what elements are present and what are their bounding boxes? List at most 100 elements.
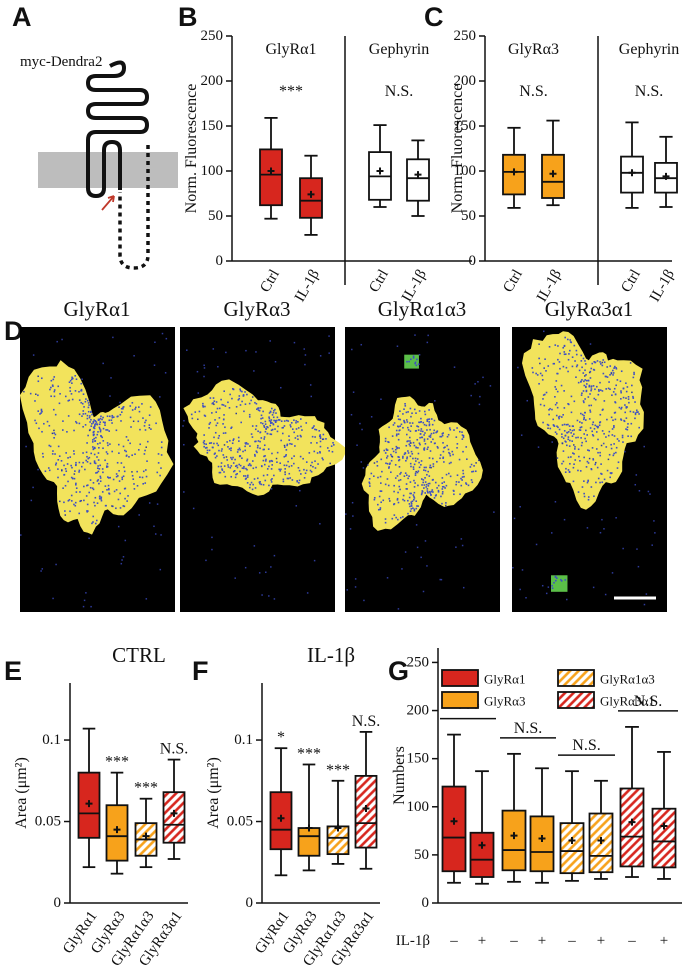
y-tick-label: 150	[201, 118, 224, 134]
localization	[67, 457, 69, 459]
localization	[108, 492, 110, 495]
localization	[440, 495, 442, 498]
localization	[616, 438, 619, 440]
localization	[305, 422, 308, 424]
localization	[409, 445, 412, 447]
background-dot	[119, 401, 121, 404]
localization	[583, 384, 586, 387]
localization	[293, 419, 295, 422]
localization	[262, 459, 265, 462]
background-dot	[293, 341, 296, 344]
localization	[120, 420, 122, 422]
localization	[297, 438, 299, 441]
localization	[424, 469, 427, 472]
localization	[397, 438, 400, 441]
localization	[221, 469, 224, 471]
box	[529, 815, 555, 873]
localization	[581, 366, 583, 369]
legend-label: GlyRα3	[484, 694, 525, 709]
localization	[264, 455, 266, 457]
image-title: GlyRα3α1	[545, 297, 634, 321]
localization	[226, 441, 228, 443]
localization	[421, 430, 424, 433]
localization	[131, 409, 134, 411]
localization	[598, 424, 601, 427]
localization	[230, 465, 233, 467]
localization	[256, 408, 258, 411]
localization	[232, 388, 235, 391]
image-title: GlyRα1	[63, 297, 130, 321]
localization	[276, 416, 279, 419]
background-dot	[283, 444, 286, 447]
background-dot	[82, 605, 85, 608]
localization	[268, 419, 271, 422]
localization	[415, 507, 418, 510]
localization	[216, 455, 218, 457]
localization	[415, 412, 417, 414]
localization	[446, 444, 448, 447]
localization	[554, 403, 557, 406]
localization	[603, 478, 606, 481]
localization	[125, 450, 127, 453]
localization	[99, 417, 102, 420]
localization	[291, 428, 294, 430]
localization	[66, 431, 68, 433]
localization	[208, 423, 211, 425]
localization	[70, 378, 73, 381]
localization	[402, 516, 404, 518]
localization	[411, 412, 413, 415]
background-dot	[415, 470, 417, 473]
localization	[281, 427, 284, 429]
localization	[535, 372, 537, 375]
mean-marker	[277, 814, 285, 822]
localization	[595, 448, 598, 450]
localization	[247, 474, 249, 477]
localization	[624, 411, 627, 414]
localization	[564, 471, 567, 473]
background-dot	[313, 559, 316, 562]
localization	[112, 505, 114, 508]
localization	[63, 464, 65, 467]
localization	[52, 408, 55, 411]
localization	[449, 428, 452, 431]
y-axis-label: Numbers	[391, 746, 408, 805]
localization	[53, 376, 56, 378]
localization	[73, 453, 75, 455]
localization	[121, 476, 123, 479]
localization	[399, 479, 402, 481]
background-dot	[360, 461, 363, 463]
localization	[566, 338, 569, 341]
localization	[269, 424, 272, 427]
localization	[212, 402, 214, 404]
localization	[390, 453, 392, 456]
localization	[595, 481, 597, 484]
localization	[632, 376, 635, 379]
localization	[407, 429, 410, 431]
localization	[108, 488, 110, 491]
localization	[581, 413, 584, 416]
background-dot	[386, 577, 389, 579]
localization	[97, 418, 100, 421]
localization	[107, 484, 110, 487]
localization	[270, 468, 273, 470]
localization	[71, 477, 74, 480]
mean-marker	[510, 832, 518, 840]
localization	[129, 442, 131, 445]
localization	[293, 431, 295, 434]
localization	[83, 499, 85, 502]
localization	[584, 379, 587, 381]
localization	[563, 430, 566, 432]
localization	[395, 451, 397, 454]
localization	[313, 450, 316, 453]
localization	[69, 456, 72, 458]
localization	[638, 413, 640, 415]
localization	[415, 460, 417, 462]
localization	[590, 389, 592, 392]
background-dot	[517, 366, 519, 369]
localization	[441, 432, 444, 435]
background-dot	[629, 362, 632, 364]
background-dot	[647, 490, 650, 493]
localization	[267, 426, 269, 429]
localization	[312, 465, 314, 468]
localization	[580, 426, 583, 428]
